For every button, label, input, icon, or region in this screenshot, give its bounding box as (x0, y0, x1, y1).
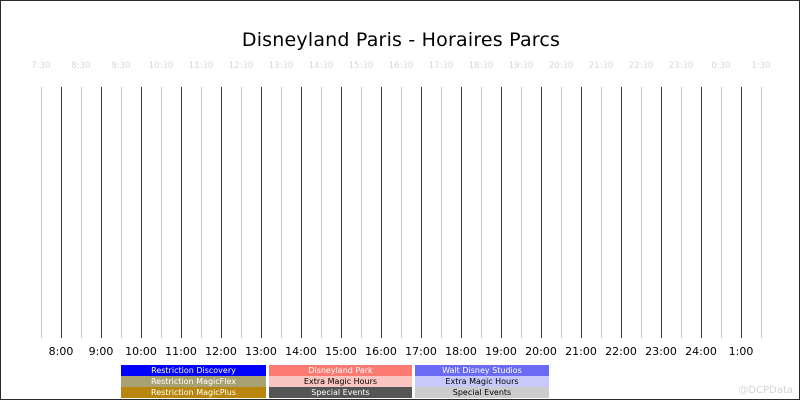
top-tick-label: 18:30 (468, 61, 494, 71)
legend-item[interactable]: Extra Magic Hours (269, 376, 412, 387)
gridline-minor (161, 87, 162, 338)
top-tick-label: 22:30 (628, 61, 654, 71)
bottom-tick-label: 15:00 (325, 345, 357, 358)
gridline-major (621, 87, 622, 338)
gridline-minor (601, 87, 602, 338)
gridline-major (381, 87, 382, 338)
gridline-major (141, 87, 142, 338)
legend-item[interactable]: Restriction MagicPlus (121, 387, 266, 398)
top-tick-label: 7:30 (31, 61, 51, 71)
gridline-major (661, 87, 662, 338)
legend-item[interactable]: Restriction MagicFlex (121, 376, 266, 387)
legend-column-disneyland-park: Disneyland Park Extra Magic Hours Special … (269, 365, 412, 398)
legend-item[interactable]: Extra Magic Hours (415, 376, 549, 387)
gridline-minor (441, 87, 442, 338)
top-tick-label: 15:30 (348, 61, 374, 71)
top-tick-label: 1:30 (751, 61, 771, 71)
gridline-major (261, 87, 262, 338)
bottom-tick-label: 19:00 (485, 345, 517, 358)
bottom-tick-label: 8:00 (48, 345, 74, 358)
bottom-axis: 8:00 9:00 10:00 11:00 12:00 13:00 14:00 15:00 16… (1, 345, 799, 361)
bottom-tick-label: 1:00 (728, 345, 754, 358)
top-tick-label: 8:30 (71, 61, 91, 71)
legend-item[interactable]: Special Events (269, 387, 412, 398)
bottom-tick-label: 17:00 (405, 345, 437, 358)
top-tick-label: 10:30 (148, 61, 174, 71)
bottom-tick-label: 12:00 (205, 345, 237, 358)
bottom-tick-label: 11:00 (165, 345, 197, 358)
gridline-major (541, 87, 542, 338)
gridline-major (701, 87, 702, 338)
top-tick-label: 17:30 (428, 61, 454, 71)
bottom-tick-label: 9:00 (88, 345, 114, 358)
top-tick-label: 13:30 (268, 61, 294, 71)
top-tick-label: 9:30 (111, 61, 131, 71)
gridline-major (181, 87, 182, 338)
gridline-minor (761, 87, 762, 338)
top-tick-label: 23:30 (668, 61, 694, 71)
bottom-tick-label: 13:00 (245, 345, 277, 358)
bottom-tick-label: 14:00 (285, 345, 317, 358)
legend-column-walt-disney-studios: Walt Disney Studios Extra Magic Hours Spec… (415, 365, 549, 398)
gridline-minor (641, 87, 642, 338)
gridline-minor (561, 87, 562, 338)
watermark: @DCPData (738, 385, 793, 396)
gridline-major (741, 87, 742, 338)
top-tick-label: 14:30 (308, 61, 334, 71)
gridline-minor (721, 87, 722, 338)
legend-item[interactable]: Disneyland Park (269, 365, 412, 376)
gridline-major (61, 87, 62, 338)
plot-area: 7:30 8:30 9:30 10:30 11:30 12:30 13:30 14:30 15:… (1, 61, 799, 341)
bottom-tick-label: 16:00 (365, 345, 397, 358)
bottom-tick-label: 18:00 (445, 345, 477, 358)
bottom-tick-label: 20:00 (525, 345, 557, 358)
gridline-minor (281, 87, 282, 338)
gridline-minor (121, 87, 122, 338)
legend-item[interactable]: Restriction Discovery (121, 365, 266, 376)
gridline-major (461, 87, 462, 338)
top-tick-label: 20:30 (548, 61, 574, 71)
gridline-minor (401, 87, 402, 338)
gridline-minor (81, 87, 82, 338)
gridline-major (341, 87, 342, 338)
legend-item[interactable]: Special Events (415, 387, 549, 398)
page-title: Disneyland Paris - Horaires Parcs (241, 29, 561, 51)
gridline-minor (41, 87, 42, 338)
bottom-tick-label: 22:00 (605, 345, 637, 358)
gridline-minor (481, 87, 482, 338)
top-tick-label: 11:30 (188, 61, 214, 71)
bottom-tick-label: 10:00 (125, 345, 157, 358)
gridline-major (301, 87, 302, 338)
gridline-minor (241, 87, 242, 338)
bottom-tick-label: 24:00 (685, 345, 717, 358)
gridline-minor (201, 87, 202, 338)
bottom-tick-label: 21:00 (565, 345, 597, 358)
gridline-minor (521, 87, 522, 338)
gridline-major (421, 87, 422, 338)
top-tick-label: 12:30 (228, 61, 254, 71)
top-tick-label: 21:30 (588, 61, 614, 71)
gridline-major (581, 87, 582, 338)
legend-item[interactable]: Walt Disney Studios (415, 365, 549, 376)
top-tick-label: 0:30 (711, 61, 731, 71)
gridline-minor (361, 87, 362, 338)
top-tick-label: 16:30 (388, 61, 414, 71)
gridline-minor (681, 87, 682, 338)
gridline-major (221, 87, 222, 338)
top-tick-label: 19:30 (508, 61, 534, 71)
bottom-tick-label: 23:00 (645, 345, 677, 358)
legend: Restriction Discovery Restriction MagicFl… (121, 365, 549, 398)
gridline-major (101, 87, 102, 338)
legend-column-restrictions: Restriction Discovery Restriction MagicFl… (121, 365, 266, 398)
gridline-major (501, 87, 502, 338)
gridline-minor (321, 87, 322, 338)
